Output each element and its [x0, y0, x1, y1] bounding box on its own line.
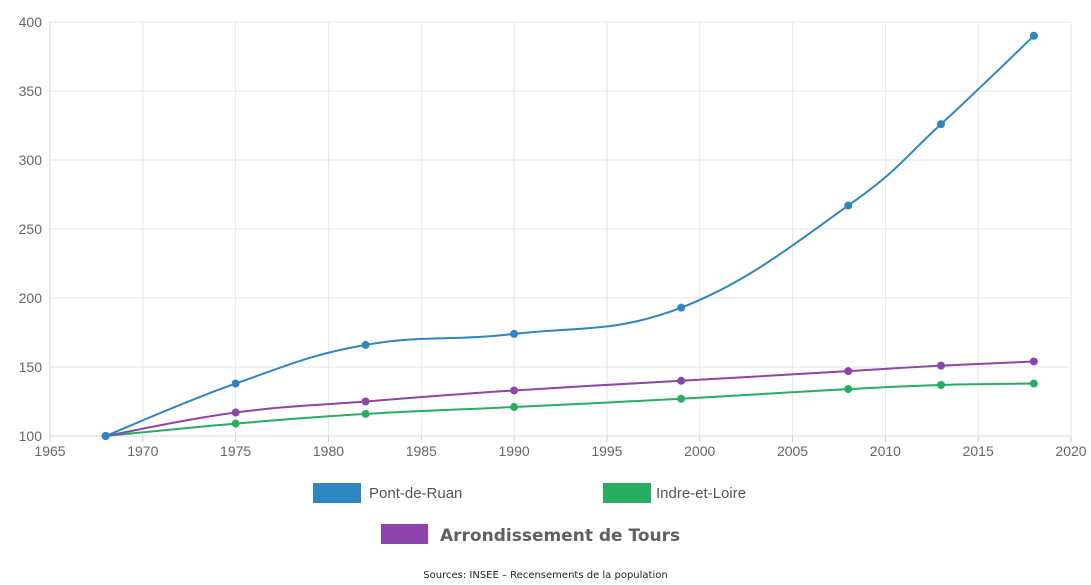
data-point-arrondissement-de-tours [1029, 357, 1038, 366]
y-tick-label: 350 [19, 83, 43, 99]
series-line-arrondissement-de-tours [105, 360, 1034, 437]
source-note: Sources: INSEE – Recensements de la popu… [423, 570, 668, 581]
legend-swatch-indre-et-loire [603, 483, 651, 503]
y-tick-label: 250 [19, 221, 43, 237]
data-point-arrondissement-de-tours [937, 361, 946, 370]
series-line-pont-de-ruan [105, 35, 1035, 437]
y-tick-label: 300 [19, 152, 43, 168]
chart-legend: Pont-de-Ruan Indre-et-Loire Arrondissement… [313, 483, 746, 546]
chart-grid [49, 21, 1072, 437]
data-point-pont-de-ruan [510, 329, 519, 338]
data-point-indre-et-loire [231, 419, 240, 428]
x-tick-label: 1995 [591, 443, 622, 459]
x-tick-label: 2010 [870, 443, 901, 459]
x-tick-label: 2015 [963, 443, 994, 459]
data-point-indre-et-loire [1029, 379, 1038, 388]
x-tick-label: 2000 [684, 443, 715, 459]
series-line-indre-et-loire [105, 382, 1034, 437]
data-point-pont-de-ruan [231, 379, 240, 388]
legend-swatch-arrondissement-de-tours [381, 524, 428, 544]
x-tick-label: 2020 [1055, 443, 1086, 459]
x-tick-label: 1990 [499, 443, 530, 459]
data-point-pont-de-ruan [677, 303, 686, 312]
data-point-indre-et-loire [844, 385, 853, 394]
x-tick-label: 1970 [127, 443, 158, 459]
legend-label-arrondissement-de-tours: Arrondissement de Tours [440, 526, 680, 546]
x-tick-label: 1975 [220, 443, 251, 459]
data-point-pont-de-ruan [844, 201, 853, 210]
y-tick-label: 100 [19, 428, 43, 444]
x-tick-label: 1965 [34, 443, 65, 459]
data-point-pont-de-ruan [101, 432, 110, 440]
x-tick-label: 2005 [777, 443, 808, 459]
data-point-indre-et-loire [677, 394, 686, 403]
data-point-pont-de-ruan [937, 120, 946, 129]
y-tick-label: 200 [19, 290, 43, 306]
chart-series-points [101, 31, 1038, 440]
data-point-indre-et-loire [361, 409, 370, 418]
legend-label-indre-et-loire: Indre-et-Loire [656, 485, 746, 502]
chart-axes: 1965 1970 1975 1980 1985 1990 1995 2000 2005 2010… [19, 14, 1087, 459]
y-tick-label: 400 [19, 14, 43, 30]
data-point-indre-et-loire [510, 403, 519, 412]
data-point-arrondissement-de-tours [510, 386, 519, 395]
data-point-arrondissement-de-tours [677, 376, 686, 385]
legend-label-pont-de-ruan: Pont-de-Ruan [369, 485, 462, 502]
x-tick-label: 1985 [406, 443, 437, 459]
data-point-arrondissement-de-tours [361, 397, 370, 406]
legend-swatch-pont-de-ruan [313, 483, 361, 503]
data-point-pont-de-ruan [361, 340, 370, 349]
x-tick-label: 1980 [313, 443, 344, 459]
data-point-indre-et-loire [937, 380, 946, 389]
data-point-arrondissement-de-tours [231, 408, 240, 417]
data-point-arrondissement-de-tours [844, 367, 853, 376]
data-point-pont-de-ruan [1029, 31, 1038, 40]
chart-series-lines [105, 35, 1035, 437]
y-tick-label: 150 [19, 359, 43, 375]
